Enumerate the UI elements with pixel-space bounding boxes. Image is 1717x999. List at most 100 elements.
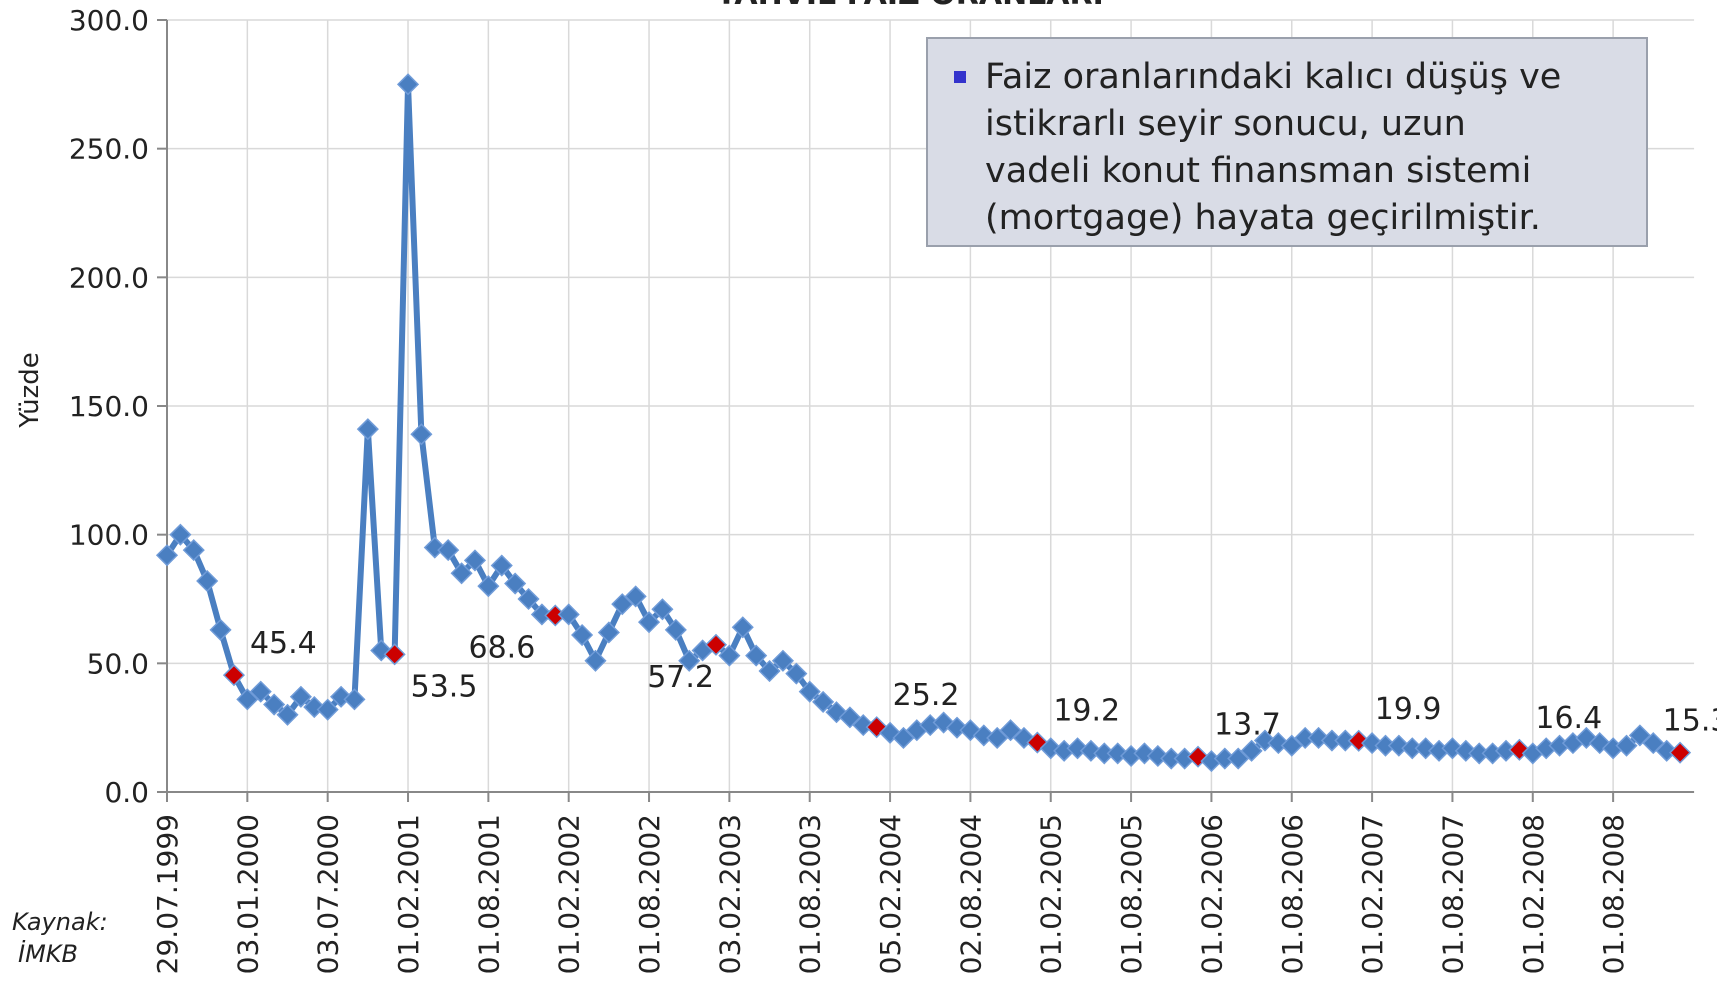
data-point (182, 539, 205, 562)
data-point (316, 698, 339, 721)
data-point (852, 714, 875, 737)
y-tick-label: 200.0 (69, 261, 149, 294)
data-point (637, 611, 661, 634)
data-point (651, 598, 674, 621)
data-point (1267, 732, 1290, 755)
data-point (196, 569, 219, 593)
data-point (624, 585, 647, 608)
x-tick-label: 01.02.2005 (1035, 814, 1068, 974)
x-tick-label: 01.02.2006 (1195, 814, 1228, 974)
x-tick-label: 01.02.2007 (1356, 814, 1389, 974)
x-tick-label: 03.07.2000 (312, 814, 345, 974)
data-point (758, 659, 781, 683)
data-label: 57.2 (647, 660, 714, 695)
data-point (1240, 739, 1263, 762)
annotation-text: (mortgage) hayata geçirilmiştir. (985, 198, 1541, 238)
annotation-text: Faiz oranlarındaki kalıcı düşüş ve (985, 57, 1561, 97)
data-point (222, 664, 246, 687)
x-tick-label: 05.02.2004 (874, 814, 907, 974)
data-point (209, 618, 232, 641)
annotation-bullet (954, 71, 966, 83)
data-point (1588, 732, 1611, 755)
data-point (557, 603, 580, 626)
x-tick-label: 01.02.2001 (392, 814, 425, 974)
x-tick-label: 01.08.2008 (1597, 814, 1630, 974)
x-tick-label: 01.08.2006 (1276, 814, 1309, 974)
data-point (1361, 732, 1384, 755)
data-label: 16.4 (1535, 701, 1602, 736)
x-tick-label: 01.08.2002 (633, 814, 666, 974)
data-point (396, 73, 420, 96)
data-point (343, 688, 366, 711)
data-point (1628, 724, 1651, 747)
data-point (1615, 734, 1638, 757)
x-tick-label: 01.08.2003 (794, 814, 827, 974)
data-point (330, 685, 353, 708)
data-point (664, 618, 687, 641)
data-point (825, 701, 848, 724)
x-tick-label: 02.08.2004 (954, 814, 987, 974)
data-point (450, 562, 473, 585)
data-point (370, 639, 393, 662)
data-point (771, 649, 795, 672)
x-tick-label: 01.02.2008 (1517, 814, 1550, 974)
data-point (504, 572, 527, 595)
data-point (731, 616, 754, 639)
data-point (1669, 741, 1692, 764)
data-point (718, 644, 741, 667)
data-point (611, 593, 634, 616)
data-point (289, 685, 312, 708)
data-point (437, 539, 460, 562)
x-tick-label: 03.01.2000 (231, 814, 264, 974)
data-point (383, 643, 406, 666)
y-tick-label: 150.0 (69, 390, 149, 423)
annotation-text: vadeli konut finansman sistemi (985, 151, 1531, 191)
data-point (263, 693, 286, 716)
x-tick-label: 01.08.2005 (1115, 814, 1148, 974)
data-point (276, 703, 299, 726)
y-tick-label: 100.0 (69, 519, 149, 552)
data-point (785, 662, 808, 685)
data-point (597, 621, 620, 644)
x-tick-label: 01.02.2002 (553, 814, 586, 974)
source: İMKB (18, 939, 78, 968)
data-label: 15.3 (1663, 704, 1717, 739)
data-point (517, 587, 540, 611)
data-point (999, 719, 1022, 742)
source: Kaynak: (12, 908, 108, 936)
data-point (745, 644, 768, 667)
data-point (812, 690, 835, 713)
data-point (678, 649, 701, 672)
data-point (1655, 739, 1678, 762)
data-point (986, 726, 1009, 750)
data-point (838, 706, 861, 729)
data-point (356, 418, 379, 441)
data-point (1642, 732, 1665, 755)
data-point (584, 649, 607, 672)
data-point (410, 423, 433, 446)
data-point (155, 544, 179, 567)
data-label: 25.2 (893, 678, 960, 713)
data-point (571, 623, 594, 647)
x-tick-label: 29.07.1999 (151, 814, 184, 974)
x-tick-label: 03.02.2003 (713, 814, 746, 974)
x-tick-label: 01.08.2001 (472, 814, 505, 974)
y-tick-label: 250.0 (69, 133, 149, 166)
data-point (249, 680, 272, 703)
data-point (1280, 734, 1303, 757)
data-point (798, 680, 821, 703)
data-label: 68.6 (469, 630, 536, 665)
y-tick-label: 50.0 (87, 647, 149, 680)
data-point (972, 724, 995, 747)
annotation-box (926, 37, 1648, 247)
data-point (945, 716, 969, 739)
data-point (1347, 729, 1370, 752)
data-label: 53.5 (411, 669, 478, 704)
y-tick-label: 300.0 (69, 4, 149, 37)
data-point (463, 549, 487, 572)
y-tick-label: 0.0 (104, 776, 149, 809)
data-point (169, 523, 192, 546)
data-point (236, 688, 259, 711)
data-point (477, 575, 500, 598)
chart-title: TAHVİL FAİZ ORANLARI (716, 0, 1104, 12)
